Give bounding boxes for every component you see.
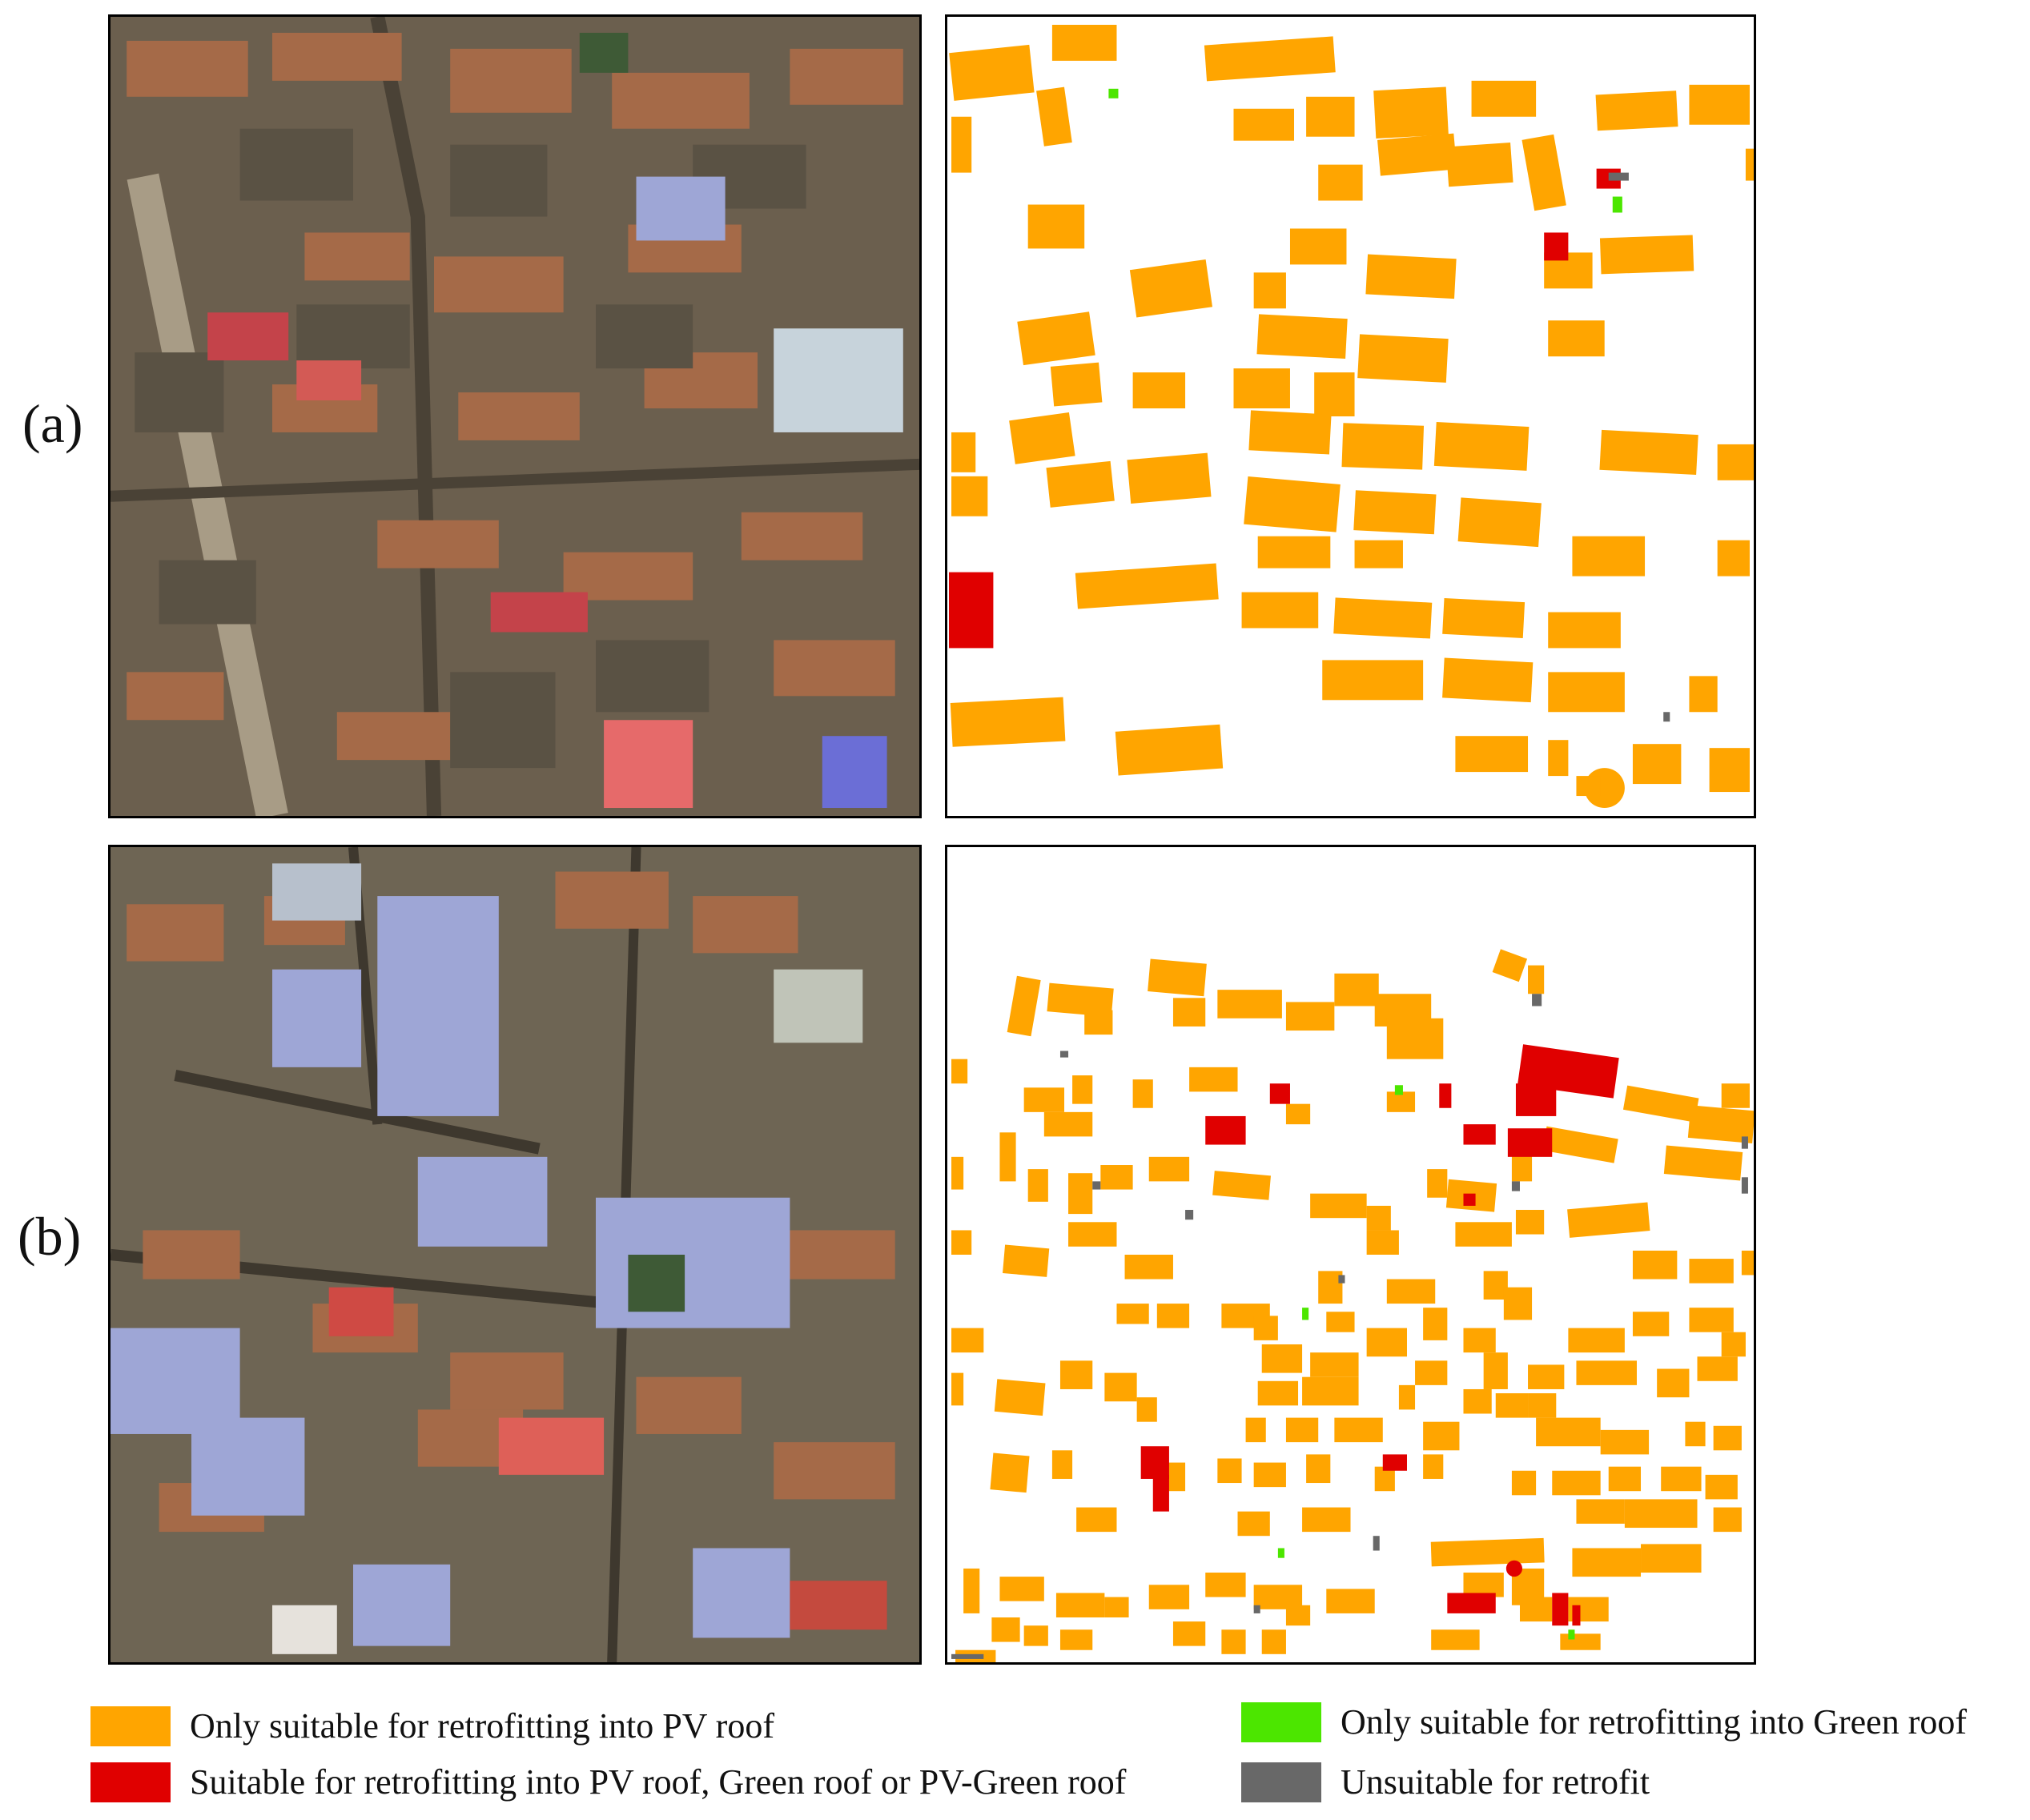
legend-item-all-options: Suitable for retrofitting into PV roof, …	[90, 1762, 1126, 1802]
aerial-photo-a	[108, 14, 922, 818]
classification-map-a-image	[949, 24, 1754, 809]
legend-label-green-only: Only suitable for retrofitting into Gree…	[1341, 1702, 1968, 1742]
classification-map-a	[945, 14, 1756, 818]
legend-swatch-green	[1241, 1701, 1321, 1742]
legend-swatch-orange	[90, 1705, 171, 1746]
panel-label-a: (a)	[22, 393, 83, 454]
legend-label-unsuitable: Unsuitable for retrofit	[1341, 1762, 1650, 1802]
legend-swatch-gray	[1241, 1762, 1321, 1802]
legend-item-unsuitable: Unsuitable for retrofit	[1241, 1762, 1650, 1802]
legend-item-pv-only: Only suitable for retrofitting into PV r…	[90, 1705, 774, 1746]
classification-map-b-image	[951, 949, 1754, 1662]
panel-label-b: (b)	[18, 1206, 82, 1267]
aerial-photo-b	[108, 845, 922, 1665]
aerial-photo-b-image	[111, 847, 919, 1662]
legend-label-pv-only: Only suitable for retrofitting into PV r…	[190, 1706, 774, 1746]
legend-item-green-only: Only suitable for retrofitting into Gree…	[1241, 1701, 1967, 1742]
legend-swatch-red	[90, 1762, 171, 1802]
aerial-photo-a-image	[111, 17, 919, 816]
legend-label-all-options: Suitable for retrofitting into PV roof, …	[190, 1762, 1127, 1802]
classification-map-b	[945, 845, 1756, 1665]
